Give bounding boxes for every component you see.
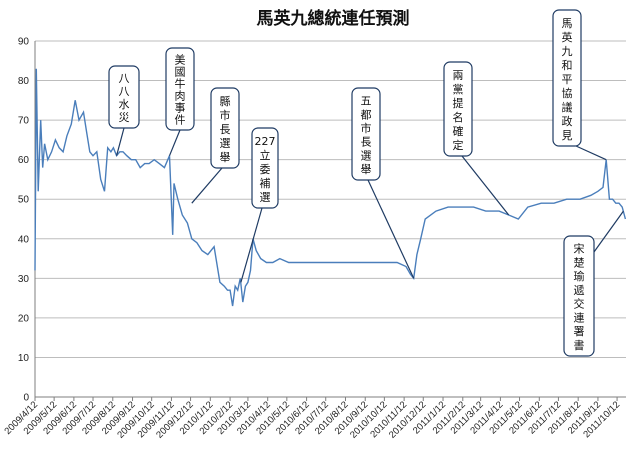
callout: 八八水災: [108, 65, 140, 156]
callout-label: 美國牛肉事件: [175, 53, 186, 126]
callout: 馬英九和平協議政見: [552, 9, 607, 161]
callout-leader: [461, 155, 510, 216]
y-tick-label: 90: [18, 37, 30, 48]
callout-box: [251, 127, 279, 209]
callout-leader: [116, 127, 125, 156]
y-tick-label: 20: [18, 313, 30, 324]
callout-label: 227 立委補選: [255, 135, 276, 204]
callout-box: [351, 87, 381, 181]
y-tick-label: 50: [18, 195, 30, 206]
y-tick-label: 60: [18, 155, 30, 166]
callout-label: 五都市長選舉: [361, 95, 372, 176]
callout-leader: [367, 179, 415, 279]
callout-label: 馬英九和平協議政見: [562, 17, 573, 142]
callout-box: [443, 61, 473, 157]
callout-leader: [240, 207, 263, 283]
callout-leader: [168, 129, 181, 156]
callout: 縣市長選舉: [191, 87, 240, 204]
callout-box: [165, 47, 195, 131]
callout-label: 縣市長選舉: [220, 95, 231, 164]
callout: 227 立委補選: [240, 127, 279, 283]
series-layer: [34, 68, 627, 307]
callout: 兩黨提名確定: [443, 61, 510, 216]
y-tick-label: 40: [18, 234, 30, 245]
callout: 美國牛肉事件: [165, 47, 195, 156]
callout-leader: [191, 167, 223, 204]
callout-label: 兩黨提名確定: [453, 69, 464, 152]
y-tick-label: 70: [18, 116, 30, 127]
y-tick-label: 30: [18, 274, 30, 285]
callout-box: [552, 9, 582, 147]
callout: 五都市長選舉: [351, 87, 415, 279]
callout-leader: [593, 210, 624, 253]
chart-title: 馬英九總統連任預測: [257, 8, 410, 29]
series-line: [34, 68, 627, 307]
callout-box: [563, 235, 595, 357]
callout-label: 宋楚瑜遞交連署書: [574, 242, 585, 352]
callout-label: 八八水災: [119, 72, 130, 124]
y-tick-label: 0: [23, 393, 29, 404]
y-tick-label: 80: [18, 76, 30, 87]
y-tick-label: 10: [18, 353, 30, 364]
callout: 宋楚瑜遞交連署書: [563, 210, 624, 357]
callout-leader: [575, 145, 607, 161]
callout-box: [210, 87, 240, 169]
callout-box: [108, 65, 140, 129]
